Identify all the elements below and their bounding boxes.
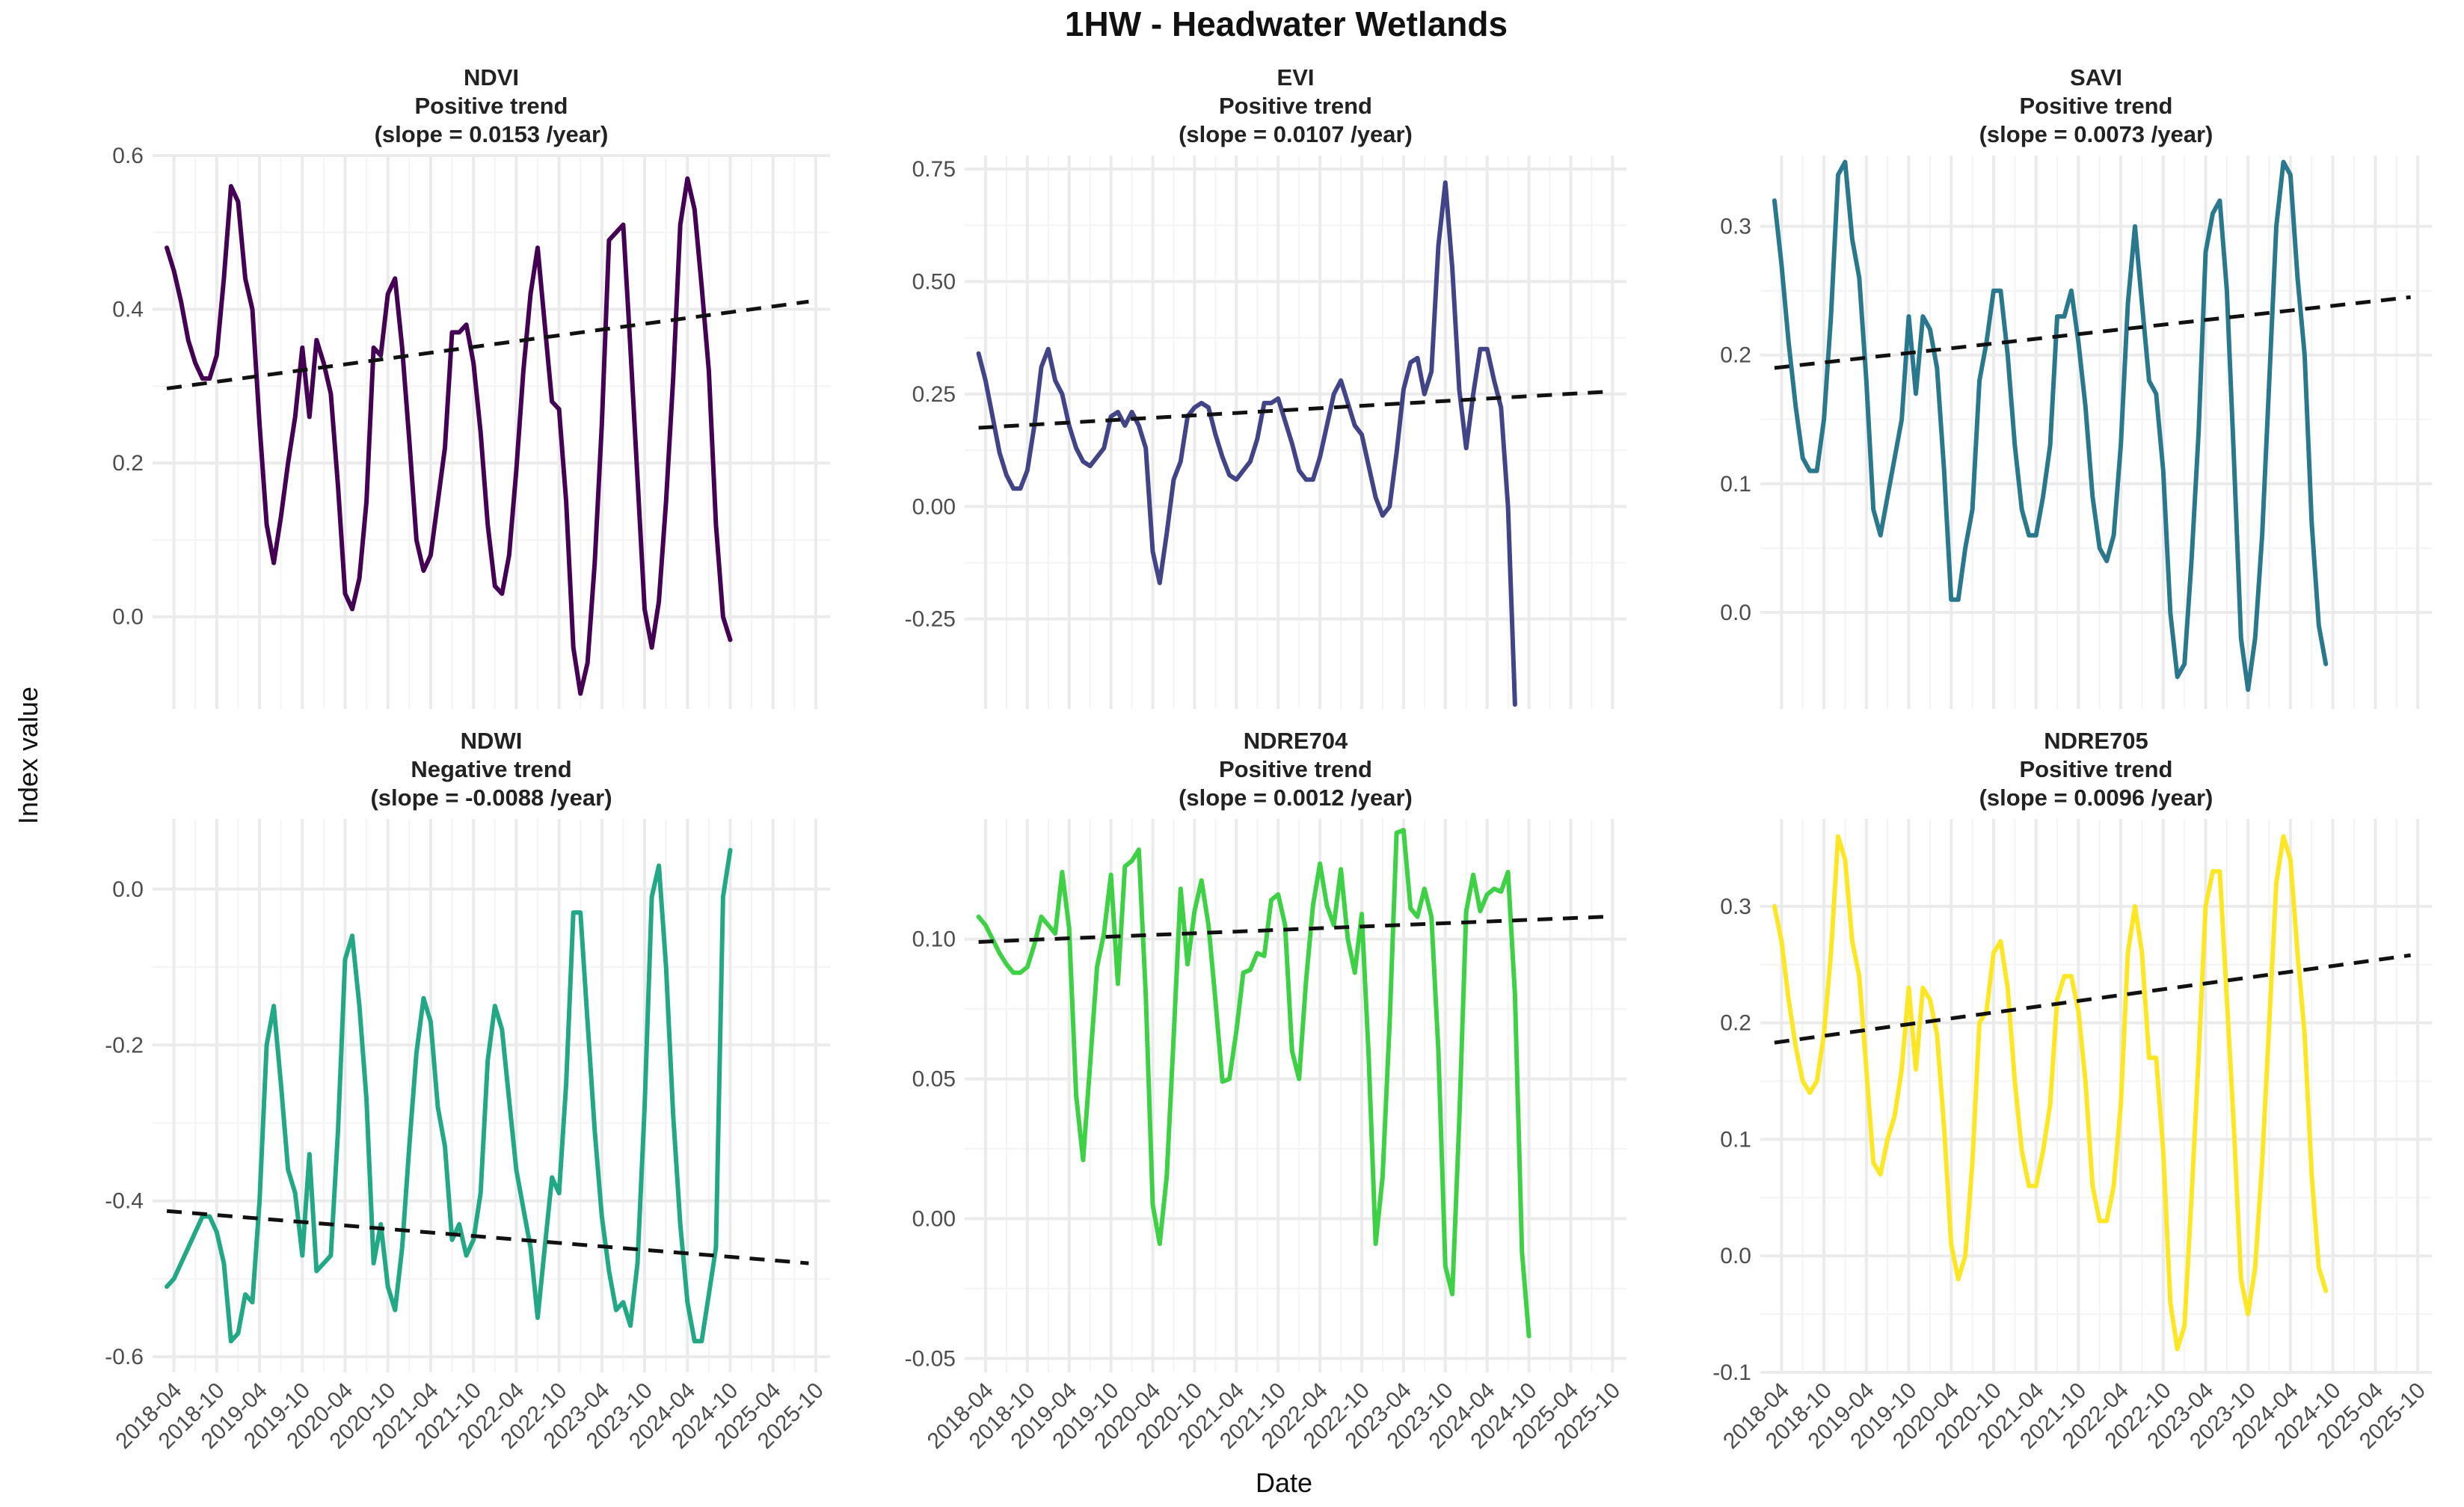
series-line-ndwi (165, 847, 733, 1344)
y-tick-label: 0.75 (912, 157, 956, 182)
panel-ndvi: NDVI Positive trend(slope = 0.0153 /year)… (112, 64, 830, 709)
panel-title: NDVI (464, 64, 519, 90)
x-axis-label: Date (1256, 1467, 1312, 1498)
series-line-ndre705 (1772, 834, 2329, 1351)
trend-line (1774, 953, 2411, 1045)
y-tick-label: -0.05 (905, 1346, 956, 1371)
y-tick-label: 0.3 (1720, 215, 1751, 239)
series-line-savi (1772, 159, 2329, 693)
panel-subtitle: Positive trend (1219, 756, 1372, 782)
figure-title: 1HW - Headwater Wetlands (1065, 4, 1508, 43)
panel-evi: EVI Positive trend(slope = 0.0107 /year) -… (905, 64, 1626, 709)
y-tick-label: -0.4 (105, 1189, 144, 1214)
y-tick-label: 0.50 (912, 269, 956, 294)
panel-subtitle: Positive trend (1219, 93, 1372, 119)
y-tick-label: 0.00 (912, 1206, 956, 1231)
y-tick-label: 0.0 (1720, 601, 1751, 625)
series-line-evi (976, 180, 1517, 707)
panel-slope: (slope = 0.0153 /year) (375, 121, 609, 147)
y-tick-label: -0.1 (1712, 1360, 1751, 1385)
y-tick-label: 0.4 (112, 298, 144, 322)
y-tick-label: 0.10 (912, 927, 956, 952)
panel-title: NDRE704 (1244, 728, 1348, 754)
panel-subtitle: Positive trend (2020, 93, 2173, 119)
y-tick-label: 0.2 (1720, 343, 1751, 368)
panel-subtitle: Positive trend (2020, 756, 2173, 782)
trend-line (166, 299, 809, 390)
y-tick-label: 0.6 (112, 144, 144, 168)
y-axis-label: Index value (13, 687, 43, 824)
y-tick-label: -0.2 (105, 1033, 144, 1058)
trend-line (166, 1209, 809, 1265)
panel-slope: (slope = -0.0088 /year) (370, 785, 612, 811)
panel-slope: (slope = 0.0073 /year) (1979, 121, 2213, 147)
trend-line (978, 915, 1606, 944)
y-tick-label: 0.1 (1720, 472, 1751, 497)
panel-subtitle: Negative trend (411, 756, 571, 782)
panel-slope: (slope = 0.0107 /year) (1179, 121, 1413, 147)
panel-savi: SAVI Positive trend(slope = 0.0073 /year)… (1720, 64, 2432, 709)
panel-title: SAVI (2070, 64, 2122, 90)
y-tick-label: 0.3 (1720, 894, 1751, 919)
trend-line (1774, 295, 2411, 370)
y-tick-label: 0.0 (112, 605, 144, 630)
y-tick-label: 0.25 (912, 382, 956, 407)
y-tick-label: 0.2 (112, 451, 144, 476)
series-line-ndre704 (976, 827, 1531, 1339)
y-tick-label: -0.6 (105, 1345, 144, 1369)
y-tick-label: 0.2 (1720, 1011, 1751, 1036)
panel-slope: (slope = 0.0012 /year) (1179, 785, 1413, 811)
panel-slope: (slope = 0.0096 /year) (1979, 785, 2213, 811)
y-tick-label: 0.0 (1720, 1244, 1751, 1268)
y-tick-label: -0.25 (905, 607, 956, 632)
y-tick-label: 0.1 (1720, 1127, 1751, 1152)
panel-title: EVI (1277, 64, 1315, 90)
panel-title: NDWI (461, 728, 523, 754)
panel-subtitle: Positive trend (415, 93, 568, 119)
series-line-ndvi (165, 176, 733, 696)
y-tick-label: 0.05 (912, 1067, 956, 1092)
trend-line (978, 390, 1606, 430)
panel-title: NDRE705 (2044, 728, 2148, 754)
y-tick-label: 0.00 (912, 494, 956, 519)
y-tick-label: 0.0 (112, 877, 144, 902)
